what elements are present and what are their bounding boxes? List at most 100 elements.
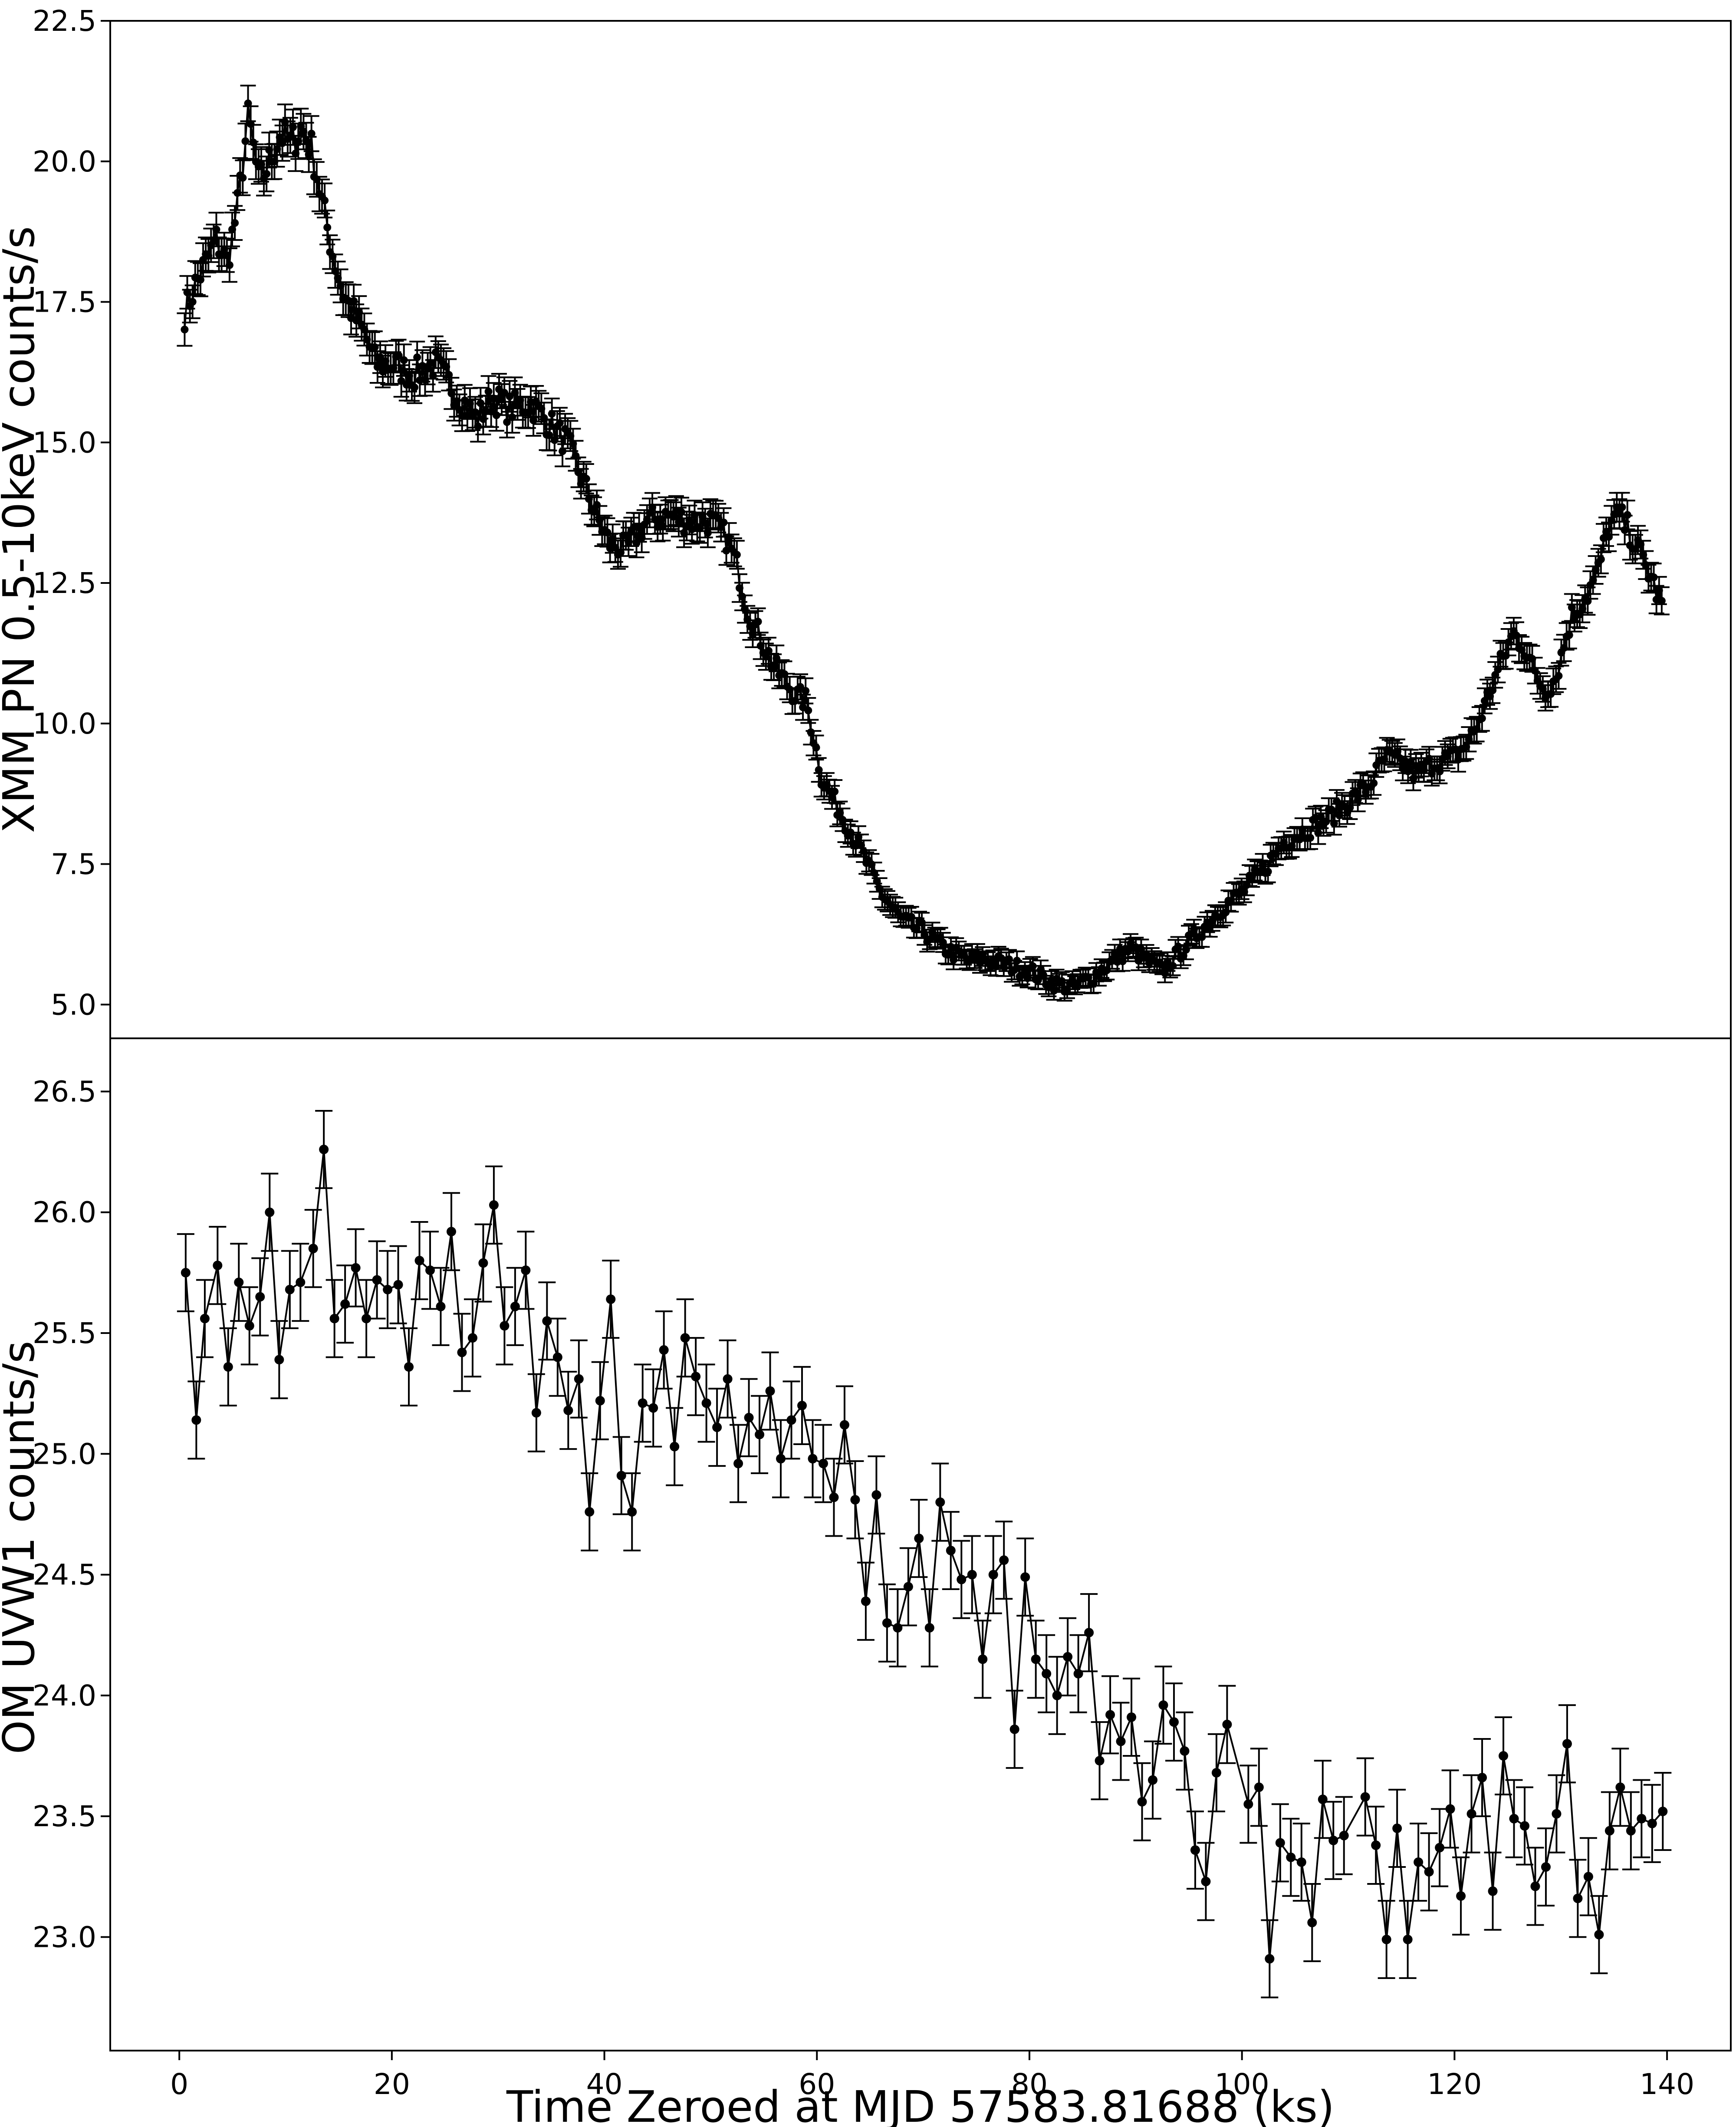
- bottom-data-point: [1488, 1886, 1498, 1896]
- bottom-xtick-label: 0: [170, 2068, 188, 2101]
- top-data-point: [741, 605, 749, 613]
- top-data-point: [233, 189, 242, 197]
- bottom-ytick-label: 26.0: [33, 1196, 96, 1229]
- bottom-data-point: [351, 1263, 361, 1273]
- bottom-data-point: [1222, 1719, 1232, 1729]
- bottom-data-point: [755, 1429, 765, 1439]
- bottom-data-point: [1307, 1918, 1317, 1928]
- top-data-point: [690, 511, 699, 519]
- top-data-point: [334, 274, 342, 282]
- top-data-point: [921, 931, 929, 939]
- bottom-data-point: [414, 1256, 424, 1266]
- top-ytick-label: 5.0: [51, 988, 96, 1021]
- top-data-point: [569, 440, 577, 448]
- bottom-data-point: [1116, 1736, 1126, 1746]
- bottom-data-point: [1254, 1782, 1264, 1792]
- top-data-point: [1222, 908, 1230, 916]
- top-data-point: [1322, 817, 1330, 826]
- top-data-point: [1010, 966, 1019, 974]
- top-data-point: [912, 924, 921, 932]
- bottom-data-point: [914, 1534, 924, 1544]
- top-data-point: [405, 372, 413, 380]
- top-data-point: [659, 522, 667, 530]
- bottom-ytick-label: 23.5: [33, 1800, 96, 1833]
- top-data-point: [1494, 665, 1502, 674]
- bottom-data-point: [829, 1492, 839, 1502]
- bottom-data-point: [1318, 1794, 1328, 1804]
- bottom-data-point: [244, 1321, 254, 1331]
- top-data-point: [720, 518, 728, 527]
- bottom-data-point: [1265, 1954, 1275, 1964]
- bottom-data-point: [1127, 1712, 1137, 1722]
- top-data-point: [1111, 950, 1119, 958]
- top-data-point: [1605, 533, 1613, 541]
- bottom-data-point: [1445, 1804, 1455, 1814]
- bottom-data-point: [510, 1301, 520, 1311]
- top-data-point: [1589, 576, 1597, 584]
- top-data-point: [1560, 644, 1568, 652]
- top-data-point: [1330, 819, 1338, 827]
- top-data-point: [263, 170, 271, 178]
- bottom-data-point: [1403, 1934, 1413, 1944]
- top-data-point: [1259, 860, 1267, 869]
- top-data-point: [1565, 631, 1573, 639]
- bottom-data-point: [1456, 1891, 1466, 1901]
- bottom-data-point: [1201, 1877, 1211, 1887]
- top-data-point: [1504, 638, 1512, 646]
- bottom-xtick-label: 140: [1640, 2068, 1694, 2101]
- top-ytick-label: 10.0: [33, 707, 96, 741]
- top-data-point: [1637, 540, 1645, 549]
- top-data-point: [1512, 631, 1520, 639]
- bottom-plot-frame: [109, 1037, 1732, 2051]
- top-ytick-label: 20.0: [33, 145, 96, 178]
- top-data-point: [1288, 842, 1296, 850]
- bottom-data-point: [733, 1459, 743, 1468]
- bottom-data-point: [680, 1333, 690, 1343]
- top-data-point: [625, 538, 633, 546]
- top-ytick-label: 15.0: [33, 426, 96, 459]
- top-data-point: [1409, 774, 1417, 783]
- bottom-data-point: [1243, 1799, 1253, 1809]
- bottom-data-point: [1371, 1840, 1381, 1850]
- top-data-point: [556, 419, 564, 427]
- top-data-point: [1462, 743, 1470, 751]
- top-data-point: [302, 136, 310, 145]
- top-data-point: [511, 389, 519, 397]
- top-data-point: [241, 137, 250, 145]
- top-data-point: [1298, 825, 1306, 833]
- top-data-point: [944, 951, 952, 959]
- bottom-data-point: [776, 1454, 786, 1464]
- bottom-data-point: [319, 1145, 329, 1155]
- top-data-point: [773, 654, 781, 662]
- top-data-point: [669, 513, 677, 521]
- bottom-data-point: [861, 1596, 871, 1606]
- top-data-point: [323, 223, 332, 231]
- top-data-point: [447, 389, 456, 398]
- top-data-point: [445, 371, 453, 379]
- bottom-data-point: [670, 1442, 680, 1452]
- top-data-point: [1454, 755, 1463, 764]
- top-ytick-label: 17.5: [33, 286, 96, 319]
- bottom-data-point: [489, 1200, 499, 1210]
- bottom-data-point: [1286, 1852, 1296, 1862]
- bottom-ytick-label: 26.5: [33, 1075, 96, 1108]
- top-data-point: [860, 847, 868, 856]
- top-data-point: [411, 383, 419, 392]
- top-data-point: [992, 962, 1000, 971]
- bottom-data-point: [1583, 1872, 1593, 1882]
- top-data-point: [870, 869, 878, 877]
- top-data-point: [503, 418, 511, 426]
- top-data-point: [577, 480, 585, 488]
- bottom-data-point: [191, 1415, 201, 1425]
- bottom-data-point: [372, 1275, 382, 1285]
- top-data-point: [312, 175, 321, 184]
- top-data-point: [593, 501, 601, 509]
- top-data-point: [1169, 962, 1177, 970]
- bottom-data-point: [1042, 1669, 1052, 1679]
- top-data-point: [1174, 942, 1182, 951]
- top-data-point: [239, 174, 247, 182]
- bottom-data-point: [234, 1278, 244, 1287]
- bottom-data-point: [808, 1454, 818, 1464]
- top-data-point: [572, 452, 580, 460]
